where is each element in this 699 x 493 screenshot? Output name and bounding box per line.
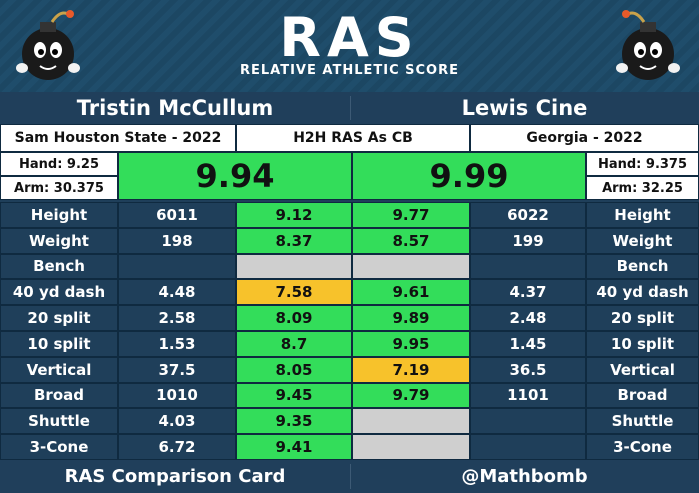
right-raw-value: 36.5 <box>470 356 586 383</box>
bomb-mascot-icon <box>616 10 680 80</box>
left-raw-value: 4.48 <box>118 279 236 306</box>
right-raw-value <box>470 408 586 435</box>
right-raw-value: 6022 <box>470 202 586 228</box>
left-score <box>236 253 352 280</box>
right-raw-value <box>470 434 586 460</box>
left-score: 9.41 <box>236 434 352 460</box>
right-raw-value: 2.48 <box>470 305 586 331</box>
left-raw-value: 2.58 <box>118 305 236 331</box>
left-score: 8.09 <box>236 305 352 331</box>
right-arm: Arm: 32.25 <box>586 176 699 200</box>
right-score: 7.19 <box>352 356 470 383</box>
left-score: 9.12 <box>236 202 352 228</box>
right-hand: Hand: 9.375 <box>586 152 699 176</box>
left-score: 8.37 <box>236 227 352 254</box>
right-ras-score: 9.99 <box>352 152 586 200</box>
left-score: 9.45 <box>236 382 352 409</box>
row-label-left: 3-Cone <box>0 434 118 460</box>
row-label-left: Bench <box>0 253 118 280</box>
left-arm: Arm: 30.375 <box>0 176 118 200</box>
left-score: 8.05 <box>236 356 352 383</box>
row-label-left: Shuttle <box>0 408 118 435</box>
row-label-right: 20 split <box>586 305 699 331</box>
left-ras-score: 9.94 <box>118 152 352 200</box>
left-raw-value: 6011 <box>118 202 236 228</box>
footer-handle: @Mathbomb <box>461 466 588 487</box>
right-school: Georgia - 2022 <box>470 124 699 152</box>
left-raw-value: 1.53 <box>118 331 236 357</box>
row-label-right: Broad <box>586 382 699 409</box>
row-label-right: 40 yd dash <box>586 279 699 306</box>
row-label-left: Broad <box>0 382 118 409</box>
row-label-right: Bench <box>586 253 699 280</box>
row-label-right: 10 split <box>586 331 699 357</box>
right-raw-value <box>470 253 586 280</box>
row-label-left: 40 yd dash <box>0 279 118 306</box>
row-label-right: Height <box>586 202 699 228</box>
footer-title: RAS Comparison Card <box>64 466 286 487</box>
logo: RAS <box>279 6 420 69</box>
right-score: 8.57 <box>352 227 470 254</box>
left-raw-value: 6.72 <box>118 434 236 460</box>
left-player-name: Tristin McCullum <box>76 96 274 120</box>
row-label-left: Height <box>0 202 118 228</box>
left-hand: Hand: 9.25 <box>0 152 118 176</box>
row-label-right: 3-Cone <box>586 434 699 460</box>
header: RAS RELATIVE ATHLETIC SCORE <box>0 0 699 92</box>
row-label-left: 20 split <box>0 305 118 331</box>
left-score: 9.35 <box>236 408 352 435</box>
right-score: 9.61 <box>352 279 470 306</box>
right-score <box>352 253 470 280</box>
right-score: 9.79 <box>352 382 470 409</box>
right-score: 9.89 <box>352 305 470 331</box>
right-score <box>352 434 470 460</box>
row-label-right: Shuttle <box>586 408 699 435</box>
right-score: 9.77 <box>352 202 470 228</box>
left-school: Sam Houston State - 2022 <box>0 124 236 152</box>
row-label-left: Weight <box>0 227 118 254</box>
right-raw-value: 4.37 <box>470 279 586 306</box>
right-player-name: Lewis Cine <box>461 96 588 120</box>
left-score: 7.58 <box>236 279 352 306</box>
bomb-mascot-icon <box>16 10 80 80</box>
left-raw-value <box>118 253 236 280</box>
left-raw-value: 4.03 <box>118 408 236 435</box>
logo-subtitle: RELATIVE ATHLETIC SCORE <box>240 63 459 78</box>
row-label-right: Weight <box>586 227 699 254</box>
left-raw-value: 1010 <box>118 382 236 409</box>
right-score <box>352 408 470 435</box>
left-raw-value: 198 <box>118 227 236 254</box>
right-score: 9.95 <box>352 331 470 357</box>
left-score: 8.7 <box>236 331 352 357</box>
row-label-left: 10 split <box>0 331 118 357</box>
right-raw-value: 1101 <box>470 382 586 409</box>
divider <box>350 96 351 120</box>
row-label-right: Vertical <box>586 356 699 383</box>
comparison-label: H2H RAS As CB <box>236 124 470 152</box>
right-raw-value: 1.45 <box>470 331 586 357</box>
footer: RAS Comparison Card @Mathbomb <box>0 460 699 493</box>
left-raw-value: 37.5 <box>118 356 236 383</box>
player-names-row: Tristin McCullum Lewis Cine <box>0 92 699 124</box>
divider <box>350 464 351 489</box>
right-raw-value: 199 <box>470 227 586 254</box>
row-label-left: Vertical <box>0 356 118 383</box>
